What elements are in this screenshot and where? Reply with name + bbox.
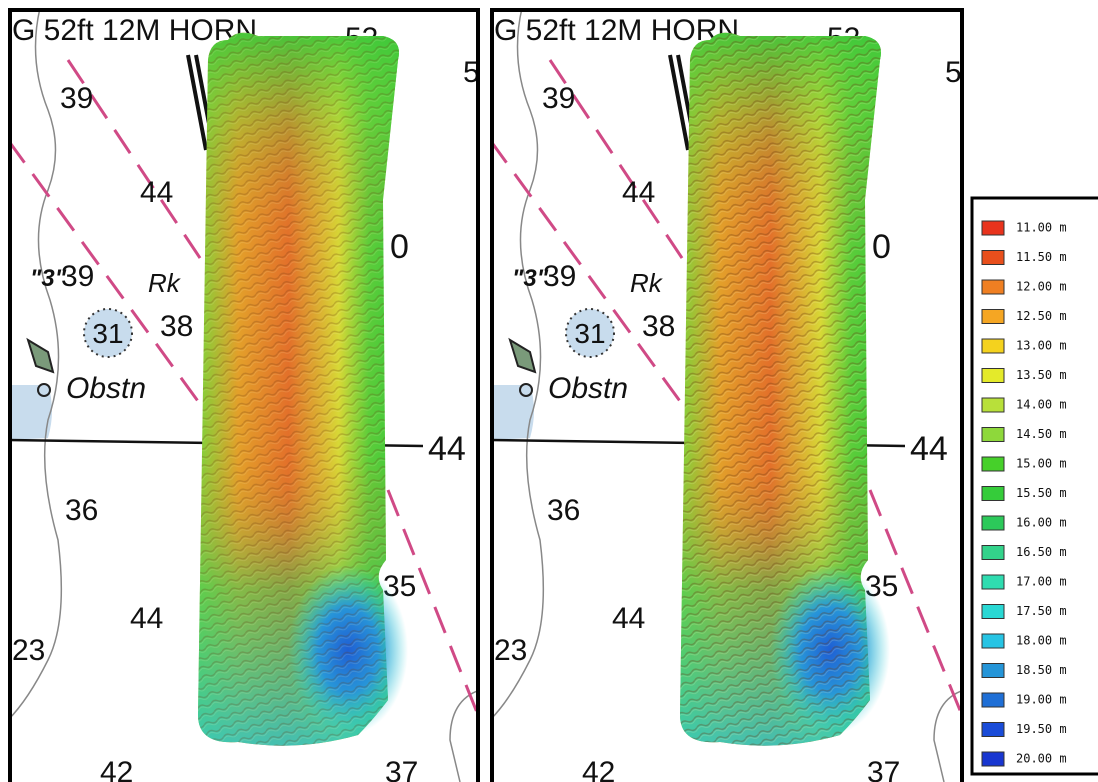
chart-label: 0 — [390, 228, 409, 266]
legend-swatch — [981, 574, 1005, 590]
map-panel: G 52ft 12M HORN5253944"3"39Rk3831Obstn04… — [8, 8, 480, 782]
legend-label: 11.00 m — [1016, 221, 1067, 235]
chart-label: 44 — [910, 430, 948, 468]
legend-swatch — [981, 722, 1005, 737]
legend-label: 16.50 m — [1016, 545, 1067, 559]
chart-label: G 52ft 12M HORN — [494, 14, 739, 47]
obstruction-symbol — [519, 383, 533, 397]
chart-label: 42 — [100, 756, 133, 782]
legend-label: 19.50 m — [1016, 722, 1067, 736]
obstruction-symbol — [37, 383, 51, 397]
shoal-circle — [83, 308, 133, 358]
chart-label: Obstn — [66, 372, 146, 405]
rock-symbol — [508, 337, 537, 374]
chart-label: 0 — [872, 228, 891, 266]
depth-contour — [449, 689, 480, 782]
rock-symbol — [26, 337, 55, 374]
legend-swatch — [981, 604, 1005, 619]
chart-label: Rk — [630, 268, 664, 298]
chart-label: 38 — [160, 310, 193, 343]
panel-border — [490, 8, 964, 782]
chart-label: 23 — [494, 634, 527, 667]
legend-swatch — [981, 368, 1005, 383]
chart-label: 44 — [140, 176, 173, 209]
legend-swatch — [981, 338, 1005, 354]
legend-swatch — [981, 456, 1005, 472]
chart-label: 5 — [945, 56, 962, 89]
chart-label: 37 — [867, 756, 900, 782]
sand-waves — [198, 32, 399, 746]
sand-waves — [680, 32, 881, 746]
legend-label: 17.00 m — [1016, 575, 1067, 589]
shoal-area — [8, 385, 52, 440]
legend-swatch — [981, 751, 1005, 767]
legend-label: 14.00 m — [1016, 398, 1067, 412]
legend-label: 19.00 m — [1016, 693, 1067, 707]
chart-label: 44 — [428, 430, 466, 468]
chart-label: 5 — [463, 56, 480, 89]
depth-contour — [490, 8, 545, 721]
legend-swatch — [981, 633, 1005, 649]
legend-swatch — [981, 486, 1005, 501]
legend-swatch — [981, 250, 1005, 265]
map-panel: G 52ft 12M HORN5253944"3"39Rk3831Obstn04… — [490, 8, 964, 782]
chart-label: 31 — [574, 318, 605, 349]
legend-label: 15.50 m — [1016, 486, 1067, 500]
legend-label: 18.50 m — [1016, 663, 1067, 677]
chart-label: 44 — [612, 602, 645, 635]
chart-label: 39 — [542, 82, 575, 115]
chart-label: "3" — [30, 265, 67, 292]
depth-contour — [933, 689, 964, 782]
chart-label: 23 — [12, 634, 45, 667]
chart-label: 38 — [642, 310, 675, 343]
legend-label: 12.00 m — [1016, 280, 1067, 294]
shoal-circle — [565, 308, 615, 358]
legend-swatch — [981, 220, 1005, 236]
legend-swatch — [981, 515, 1005, 531]
legend-swatch — [981, 397, 1005, 413]
legend-label: 13.00 m — [1016, 339, 1067, 353]
chart-label: Rk — [148, 268, 182, 298]
depth-contour — [8, 8, 63, 721]
chart-label: 44 — [130, 602, 163, 635]
legend-swatch — [981, 692, 1005, 708]
chart-label: 31 — [92, 318, 123, 349]
legend-label: 17.50 m — [1016, 604, 1067, 618]
legend-label: 15.00 m — [1016, 457, 1067, 471]
chart-label: 39 — [61, 260, 94, 293]
chart-label: 39 — [543, 260, 576, 293]
legend-swatch — [981, 427, 1005, 442]
legend: 11.00 m 11.50 m 12.00 m 12.50 m 13.00 m 13.50… — [970, 196, 1098, 776]
chart-label: G 52ft 12M HORN — [12, 14, 257, 47]
legend-swatch — [981, 279, 1005, 295]
legend-label: 14.50 m — [1016, 427, 1067, 441]
shoal-area — [490, 385, 534, 440]
legend-label: 13.50 m — [1016, 368, 1067, 382]
cable-line — [66, 59, 230, 301]
legend-swatch — [981, 309, 1005, 324]
legend-swatch — [981, 663, 1005, 678]
chart-label: 39 — [60, 82, 93, 115]
legend-label: 12.50 m — [1016, 309, 1067, 323]
legend-label: 16.00 m — [1016, 516, 1067, 530]
legend-label: 11.50 m — [1016, 250, 1067, 264]
chart-label: 36 — [547, 494, 580, 527]
chart-label: 44 — [622, 176, 655, 209]
legend-label: 20.00 m — [1016, 752, 1067, 766]
cable-line — [548, 59, 712, 301]
chart-label: 42 — [582, 756, 615, 782]
legend-label: 18.00 m — [1016, 634, 1067, 648]
chart-label: 36 — [65, 494, 98, 527]
legend-swatch — [981, 545, 1005, 560]
chart-label: Obstn — [548, 372, 628, 405]
chart-label: 37 — [385, 756, 418, 782]
panel-border — [8, 8, 480, 782]
chart-label: "3" — [512, 265, 549, 292]
